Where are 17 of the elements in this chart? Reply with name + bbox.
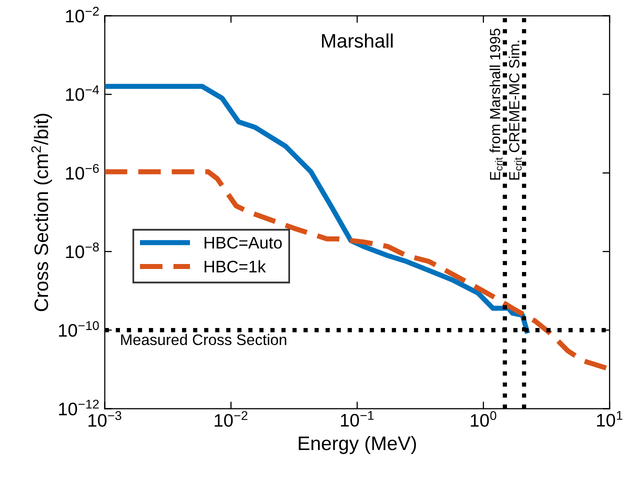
x-tick-label: 10$^{−2}$: [214, 411, 248, 427]
ref-line-label: E$_{crit}$ CREME-MC Sim.: [508, 40, 522, 180]
y-tick-label: 10$^{−10}$: [59, 321, 99, 337]
ref-line-label: E$_{crit}$ from Marshall 1995: [490, 28, 503, 180]
y-tick-label: 10$^{−4}$: [66, 85, 99, 101]
x-axis-title: Energy (MeV): [298, 436, 416, 454]
x-tick-label: 10$^{0}$: [470, 411, 496, 427]
y-axis-title: Cross Section (cm$^{2}$/bit): [31, 114, 52, 312]
annotation: Marshall: [322, 33, 393, 48]
ref-line-label: Measured Cross Section: [121, 334, 286, 346]
y-tick-label: 10$^{−6}$: [66, 164, 99, 180]
legend-label: HBC=Auto: [204, 236, 282, 249]
x-tick-label: 10$^{−1}$: [340, 411, 374, 427]
y-tick-label: 10$^{−8}$: [66, 242, 99, 258]
x-tick-label: 10$^{1}$: [597, 411, 622, 427]
legend-label: HBC=1k: [204, 260, 266, 273]
y-tick-label: 10$^{−2}$: [66, 6, 99, 22]
